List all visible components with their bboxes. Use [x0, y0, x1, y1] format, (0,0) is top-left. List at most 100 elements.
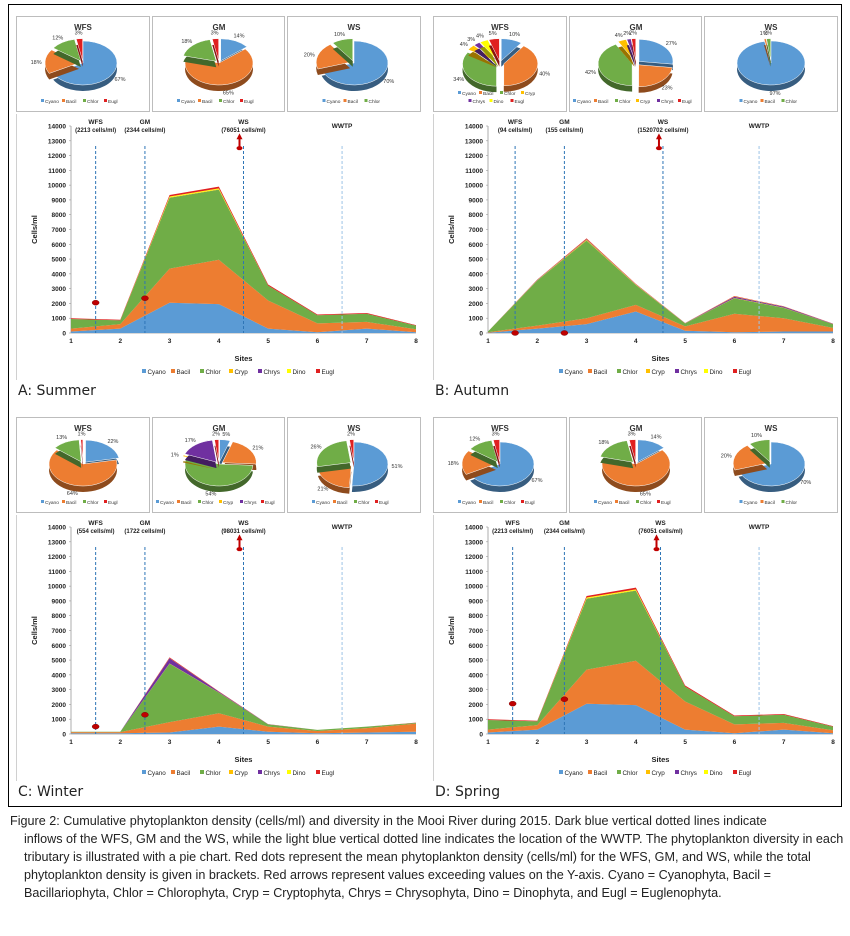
- legend-swatch-eugl: [733, 369, 737, 373]
- pie-slice-label: 67%: [532, 478, 543, 484]
- pie-slice-eugl: [75, 38, 83, 61]
- y-tick-label: 11000: [465, 168, 483, 175]
- pie-slice-cyano: [638, 39, 673, 65]
- y-tick-label: 3000: [469, 286, 484, 293]
- pie-title: WFS: [491, 23, 509, 32]
- legend-label: Chlor: [623, 770, 638, 777]
- y-tick-label: 2000: [52, 702, 67, 709]
- pie-legend: Cyano Bacil Chlor Eugl: [458, 500, 535, 506]
- legend-label: Cyano: [462, 91, 476, 97]
- y-axis-title: Cells/ml: [447, 616, 456, 645]
- legend-swatch-chlor: [197, 500, 201, 503]
- legend-swatch-cyano: [739, 99, 743, 102]
- tributary-total: (1520702 cells/ml): [637, 128, 688, 134]
- panel-label: A: Summer: [18, 383, 96, 399]
- tributary-total: (2344 cells/ml): [544, 529, 585, 535]
- pie-slice-label: 10%: [334, 32, 345, 38]
- x-tick-label: 8: [414, 739, 418, 746]
- y-tick-label: 4000: [469, 672, 484, 679]
- legend-swatch-bacil: [62, 99, 65, 102]
- legend-swatch-eugl: [521, 500, 524, 503]
- tributary-name: WS: [238, 520, 249, 527]
- legend-swatch-eugl: [260, 500, 264, 503]
- pie-svg: WFS 67% 18% 12% 3% Cyano Bacil Chlor Eugl: [31, 23, 126, 105]
- mean-density-dot: [508, 700, 517, 707]
- legend-swatch-chlor: [500, 500, 503, 503]
- legend-label: Bacil: [177, 369, 191, 376]
- pie-slice-chlor: [332, 38, 354, 62]
- legend-label: Eugl: [379, 500, 389, 506]
- pie-slice-label: 1%: [78, 432, 86, 438]
- legend-swatch-chlor: [83, 500, 86, 503]
- pie-slice-bacil: [221, 441, 257, 465]
- y-tick-label: 0: [479, 331, 483, 338]
- pie-slice-label: 4%: [476, 34, 484, 40]
- legend-label: Cryp: [223, 500, 233, 506]
- tributary-total: (2344 cells/ml): [124, 128, 165, 134]
- y-tick-label: 13000: [465, 539, 483, 546]
- pie-slice-label: 18%: [31, 60, 42, 66]
- y-tick-label: 7000: [52, 628, 67, 635]
- x-tick-label: 6: [316, 739, 320, 746]
- y-tick-label: 13000: [48, 138, 66, 145]
- legend-label: Chrys: [264, 770, 280, 777]
- y-tick-label: 1000: [52, 316, 67, 323]
- area-series-cyano: [71, 726, 416, 734]
- y-tick-label: 14000: [465, 525, 483, 532]
- legend-label: Eugl: [108, 500, 118, 506]
- pie-slice-bacil: [503, 45, 539, 86]
- pie-legend: Cyano Bacil Chlor: [739, 500, 798, 506]
- pie-title: WFS: [74, 424, 92, 433]
- legend-swatch-bacil: [479, 91, 482, 94]
- legend-swatch-cyano: [142, 369, 146, 373]
- pie-slice-chlor: [182, 39, 217, 62]
- pie-slice-label: 22%: [107, 439, 118, 445]
- pie-slice-eugl: [630, 38, 636, 61]
- pie-chart-ws: WS 70% 20% 10% Cyano Bacil Chlor: [287, 16, 422, 112]
- y-tick-label: 3000: [469, 687, 484, 694]
- legend-swatch-chlor: [617, 770, 621, 774]
- y-tick-label: 12000: [465, 153, 483, 160]
- y-tick-label: 9000: [52, 598, 67, 605]
- pie-slice-label: 2%: [347, 432, 355, 438]
- x-tick-label: 5: [266, 739, 270, 746]
- pie-slice-label: 42%: [585, 70, 596, 76]
- y-tick-label: 8000: [52, 613, 67, 620]
- pie-slice-label: 2%: [212, 432, 220, 438]
- legend-swatch-chlor: [83, 99, 86, 102]
- legend-swatch-chrys: [675, 770, 679, 774]
- legend-swatch-dino: [704, 770, 708, 774]
- legend-label: Dino: [293, 369, 306, 376]
- y-tick-label: 7000: [52, 227, 67, 234]
- legend-label: Eugl: [265, 500, 275, 506]
- x-tick-label: 4: [634, 338, 638, 345]
- legend-label: Eugl: [108, 99, 118, 105]
- legend-label: Dino: [710, 770, 723, 777]
- pie-slice-side: [474, 48, 498, 68]
- y-tick-label: 2000: [469, 301, 484, 308]
- legend-label: Chlor: [202, 500, 214, 506]
- x-axis-title: Sites: [235, 354, 253, 363]
- legend-swatch-eugl: [656, 500, 660, 503]
- pie-chart-ws: WS 70% 20% 10% Cyano Bacil Chlor: [704, 417, 839, 513]
- legend-swatch-cryp: [218, 500, 222, 503]
- x-tick-label: 7: [365, 338, 369, 345]
- legend-label: Cyano: [462, 500, 476, 506]
- legend-label: Chlor: [786, 500, 798, 506]
- area-series-chlor: [488, 240, 833, 333]
- x-axis-title: Sites: [235, 755, 253, 764]
- x-tick-label: 6: [733, 739, 737, 746]
- legend-label: Chlor: [504, 500, 516, 506]
- pie-slice-eugl: [211, 38, 219, 61]
- legend-swatch-cyano: [41, 99, 44, 102]
- pie-slice-label: 2%: [623, 31, 631, 37]
- legend-label: Cyano: [565, 369, 584, 376]
- legend-label: Bacil: [619, 500, 629, 506]
- legend-swatch-cyano: [142, 770, 146, 774]
- pie-slice-label: 2%: [629, 31, 637, 37]
- x-tick-label: 7: [782, 338, 786, 345]
- legend-label: Cyano: [744, 99, 758, 105]
- wwtp-label: WWTP: [749, 123, 770, 130]
